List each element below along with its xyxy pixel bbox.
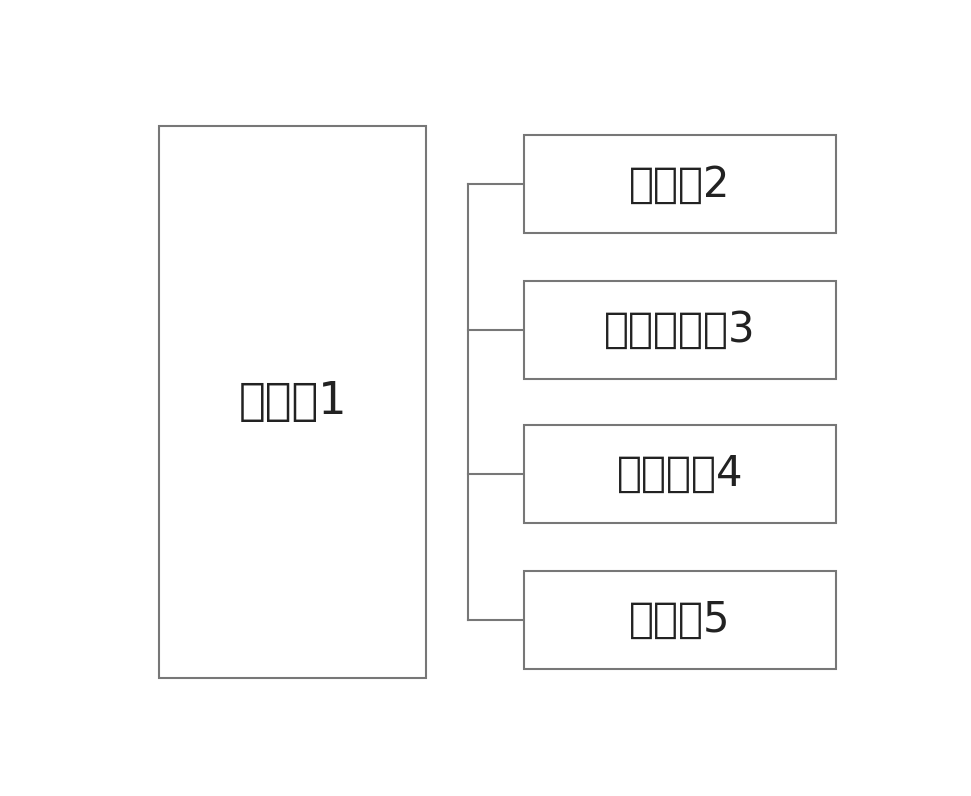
Text: 里程表2: 里程表2 <box>629 163 731 205</box>
Text: 控制器1: 控制器1 <box>238 380 347 423</box>
FancyBboxPatch shape <box>524 425 836 523</box>
Text: 组合开关4: 组合开关4 <box>617 453 744 495</box>
FancyBboxPatch shape <box>524 571 836 669</box>
Text: 继电器5: 继电器5 <box>629 599 731 641</box>
FancyBboxPatch shape <box>524 281 836 379</box>
Text: 转速传感器3: 转速传感器3 <box>604 309 756 351</box>
FancyBboxPatch shape <box>524 135 836 233</box>
FancyBboxPatch shape <box>159 126 426 678</box>
